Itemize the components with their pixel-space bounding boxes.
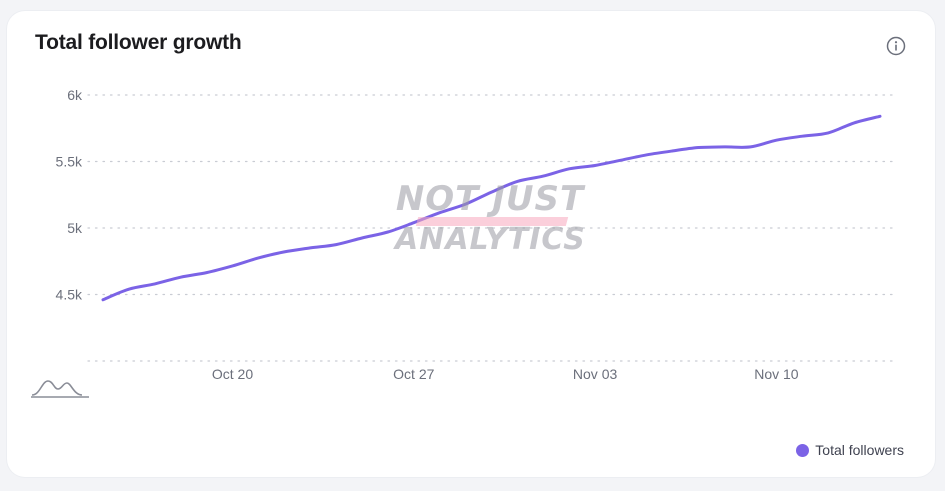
- data-point[interactable]: [280, 248, 288, 256]
- data-point[interactable]: [643, 151, 651, 159]
- data-point[interactable]: [462, 200, 470, 208]
- data-point[interactable]: [177, 273, 185, 281]
- x-tick-label: Oct 20: [212, 366, 253, 382]
- data-point[interactable]: [721, 143, 729, 151]
- y-tick-label: 5k: [67, 220, 83, 236]
- data-point[interactable]: [410, 219, 418, 227]
- info-icon[interactable]: [886, 36, 906, 56]
- legend-item-total-followers[interactable]: Total followers: [796, 442, 904, 458]
- x-tick-label: Nov 10: [754, 366, 799, 382]
- data-point[interactable]: [151, 280, 159, 288]
- data-point[interactable]: [332, 241, 340, 249]
- series-line-total-followers: [101, 114, 882, 302]
- data-point[interactable]: [358, 234, 366, 242]
- data-point[interactable]: [695, 144, 703, 152]
- data-point[interactable]: [850, 119, 858, 127]
- data-point[interactable]: [565, 165, 573, 173]
- data-point[interactable]: [488, 188, 496, 196]
- data-point[interactable]: [254, 254, 262, 262]
- data-point[interactable]: [798, 132, 806, 140]
- zoom-range-icon[interactable]: [30, 375, 90, 401]
- data-point[interactable]: [617, 156, 625, 164]
- x-tick-label: Oct 27: [393, 366, 434, 382]
- data-point[interactable]: [747, 143, 755, 151]
- legend-label: Total followers: [815, 442, 904, 458]
- data-point[interactable]: [539, 172, 547, 180]
- chart-title: Total follower growth: [35, 31, 242, 54]
- data-point[interactable]: [772, 136, 780, 144]
- data-point[interactable]: [384, 228, 392, 236]
- y-tick-label: 5.5k: [56, 154, 83, 170]
- y-tick-label: 6k: [67, 87, 83, 103]
- data-point[interactable]: [824, 129, 832, 137]
- data-point[interactable]: [125, 285, 133, 293]
- data-point[interactable]: [203, 269, 211, 277]
- y-tick-label: 4.5k: [56, 287, 83, 303]
- data-point[interactable]: [513, 177, 521, 185]
- data-point[interactable]: [436, 209, 444, 217]
- data-point[interactable]: [669, 147, 677, 155]
- data-point[interactable]: [229, 262, 237, 270]
- legend-marker: [796, 443, 810, 457]
- data-point[interactable]: [306, 244, 314, 252]
- data-point[interactable]: [591, 161, 599, 169]
- data-point[interactable]: [876, 112, 884, 120]
- x-tick-label: Nov 03: [573, 366, 618, 382]
- follower-growth-card: Total follower growth: [7, 11, 935, 477]
- data-point[interactable]: [99, 296, 107, 304]
